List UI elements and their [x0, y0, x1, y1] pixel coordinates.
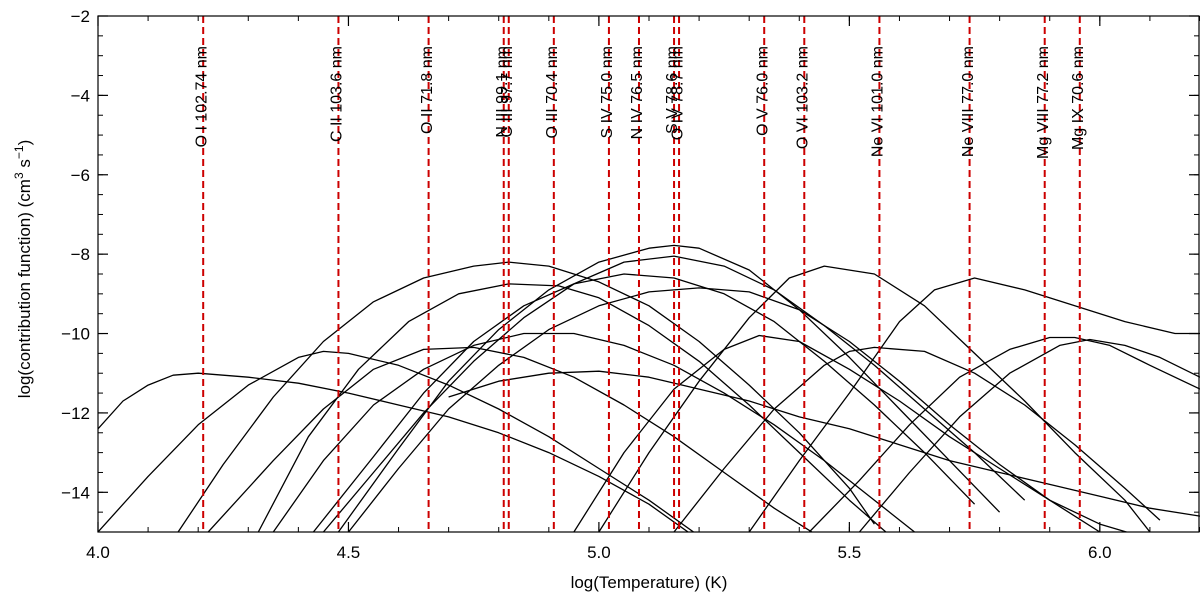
y-tick-label: −12 [61, 404, 90, 423]
curve-9 [322, 255, 1026, 532]
line-label-8: N IV 76.5 nm [629, 46, 646, 139]
curve-layer [98, 244, 1200, 532]
curve-15 [808, 336, 1200, 532]
line-label-14: Ne VIII 77.0 nm [960, 46, 977, 157]
marker-layer: O I 102.74 nm C II 103.6 nm O II 71.8 nm N … [193, 16, 1087, 532]
curve-8 [337, 244, 1001, 532]
y-tick-label: −10 [61, 325, 90, 344]
curve-16 [858, 338, 1200, 532]
x-tick-label: 6.0 [1088, 543, 1112, 562]
y-tick-label: −2 [71, 7, 90, 26]
curve-12 [598, 265, 1151, 532]
curve-11 [573, 334, 1129, 532]
line-label-1: O I 102.74 nm [193, 46, 210, 147]
axes-layer: 4.0 4.5 5.0 5.5 6.0 −14 −12 −10 −8 −6 −4 −2 [61, 7, 1200, 562]
line-label-12: O VI 103.2 nm [795, 46, 812, 149]
y-tick-label: −14 [61, 483, 90, 502]
curve-5 [272, 332, 916, 532]
y-axis-title-main: log(contribution function) (cm [15, 179, 34, 398]
curve-13 [673, 346, 1161, 532]
y-axis-title-close: ) [15, 140, 34, 146]
y-tick-label: −4 [71, 86, 90, 105]
line-label-6: O III 70.4 nm [544, 46, 561, 138]
x-axis-title: log(Temperature) (K) [571, 573, 728, 592]
curve-1 [98, 372, 690, 532]
x-tick-label: 4.0 [86, 543, 110, 562]
curve-2 [98, 350, 695, 532]
line-label-7: S IV 75.0 nm [599, 46, 616, 139]
line-label-16: Mg IX 70.6 nm [1070, 46, 1087, 150]
curve-17 [448, 370, 1200, 517]
line-label-5: C III 97.7 nm [499, 46, 516, 138]
curve-7 [312, 273, 976, 532]
line-label-11: O V 76.0 nm [754, 46, 771, 136]
line-label-4: N III 99.1 nm [494, 46, 511, 138]
y-axis-title: log(contribution function) (cm3 s−1) [12, 140, 34, 399]
curve-3 [177, 261, 875, 532]
curve-4 [207, 346, 814, 532]
line-label-2: C II 103.6 nm [329, 46, 346, 142]
curve-6 [257, 283, 887, 532]
x-tick-label: 5.5 [838, 543, 862, 562]
line-label-15: Mg VIII 77.2 nm [1035, 46, 1052, 159]
line-label-9: S V 78.6 nm [664, 46, 681, 134]
y-axis-title-mid: s [15, 159, 34, 172]
curve-10 [347, 287, 1101, 532]
x-tick-label: 4.5 [337, 543, 361, 562]
x-tick-label: 5.0 [587, 543, 611, 562]
y-axis-title-sup2: −1 [12, 145, 26, 159]
line-label-10: O IV 78.7 nm [669, 46, 686, 140]
y-axis-title-sup1: 3 [12, 172, 26, 179]
y-tick-label: −6 [71, 166, 90, 185]
y-tick-label: −8 [71, 245, 90, 264]
curve-14 [748, 277, 1200, 532]
line-label-3: O II 71.8 nm [419, 46, 436, 134]
line-label-13: Ne VI 101.0 nm [870, 46, 887, 157]
